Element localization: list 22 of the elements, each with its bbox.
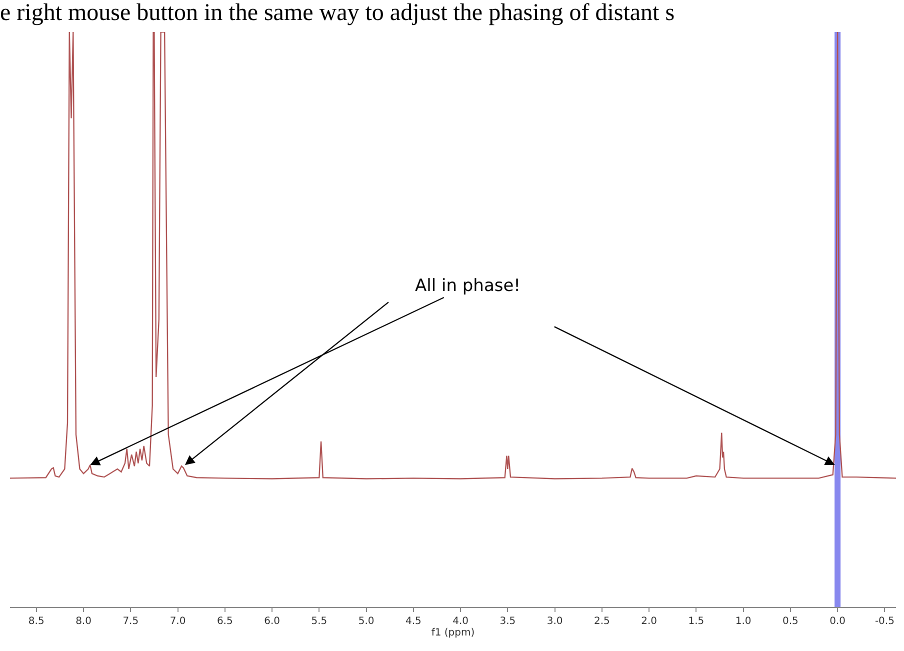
x-tick-label: 6.0 (264, 616, 280, 627)
x-tick-label: 5.0 (358, 616, 374, 627)
x-tick-label: 2.5 (594, 616, 610, 627)
x-tick-label: 8.5 (28, 616, 44, 627)
x-tick-label: 6.5 (216, 616, 233, 627)
x-axis-title: f1 (ppm) (431, 628, 475, 638)
x-tick-label: 0.5 (782, 616, 798, 627)
x-tick-label: 2.0 (641, 616, 658, 627)
x-tick-label: -0.5 (874, 616, 894, 627)
x-tick-label: 1.0 (735, 616, 752, 627)
x-tick-label: 3.5 (500, 616, 516, 627)
x-tick-label: 8.0 (76, 616, 92, 627)
x-tick-label: 4.5 (405, 616, 422, 627)
x-tick-label: 5.5 (311, 616, 328, 627)
x-tick-label: 7.5 (122, 616, 139, 627)
chart-title: e right mouse button in the same way to adjust the phasing of distant s (0, 0, 675, 26)
annotation: All in phase! (415, 276, 520, 296)
x-tick-label: 7.0 (170, 616, 186, 627)
x-tick-label: 1.5 (688, 616, 704, 627)
x-tick-label: 4.0 (452, 616, 468, 627)
x-tick-label: 3.0 (546, 616, 563, 627)
x-tick-label: 0.0 (830, 616, 846, 627)
